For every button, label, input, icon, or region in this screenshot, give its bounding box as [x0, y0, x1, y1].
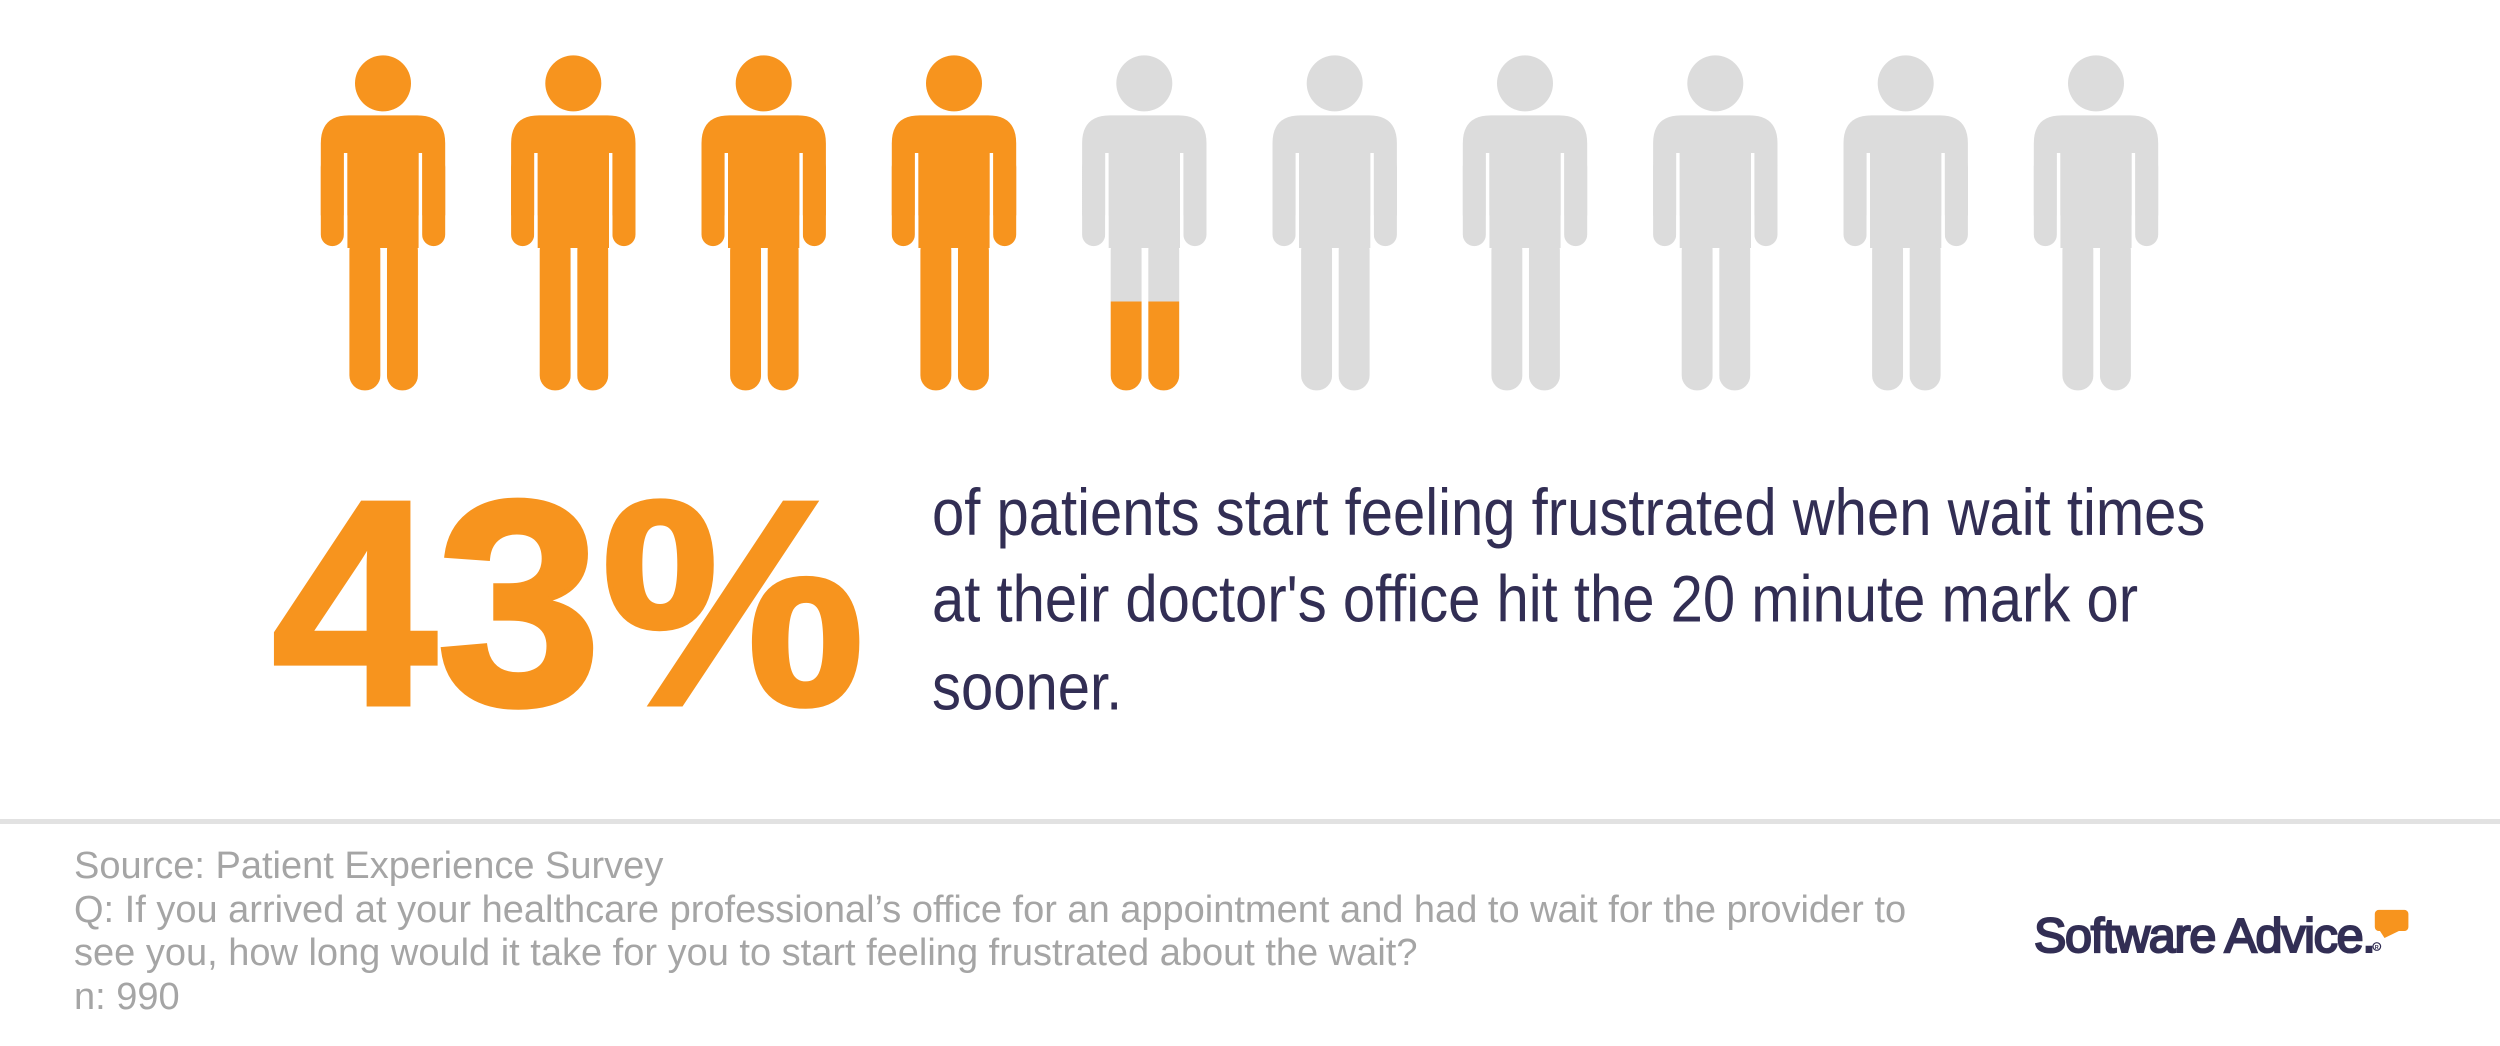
svg-text:R: R [2375, 945, 2379, 951]
